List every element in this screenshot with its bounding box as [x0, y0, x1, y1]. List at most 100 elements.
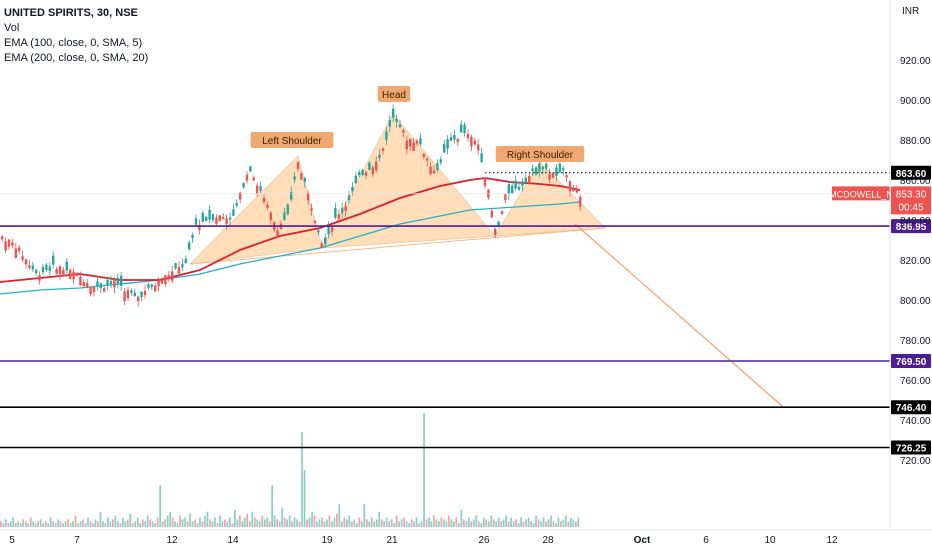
volume-bar [49, 517, 52, 527]
volume-bar [420, 521, 423, 527]
volume-bar [119, 523, 122, 527]
volume-bar [99, 511, 102, 527]
volume-bar [321, 517, 323, 527]
candle-body [412, 142, 415, 152]
candle-body [157, 280, 160, 287]
target-projection-line [574, 223, 783, 407]
volume-bar [102, 521, 104, 527]
candle-body [154, 285, 157, 292]
symbol-title[interactable]: UNITED SPIRITS, 30, NSE [4, 7, 138, 19]
pattern-triangle [188, 155, 323, 265]
candle-body [334, 207, 337, 218]
pattern-label: Left Shoulder [262, 136, 322, 147]
legend-volume[interactable]: Vol [4, 22, 20, 34]
candle-body [177, 266, 181, 274]
volume-bar [12, 517, 15, 527]
candle-body [89, 287, 92, 295]
volume-bar [22, 519, 25, 527]
volume-bar [380, 519, 383, 527]
candle-body [500, 210, 504, 215]
volume-bar [19, 523, 22, 527]
volume-bar [258, 521, 261, 527]
candle-body [147, 284, 150, 288]
volume-bar [555, 523, 557, 527]
volume-bar [194, 519, 196, 527]
horizontal-levels[interactable]: 863.60 836.95 769.50 746.40 726.25 MCDOWELL_N… [0, 165, 931, 455]
volume-bar [520, 517, 522, 527]
candle-body [31, 265, 34, 270]
candle-body [354, 175, 357, 184]
volume-bar [62, 523, 64, 527]
volume-bar [423, 413, 425, 527]
candle-body [548, 174, 551, 180]
currency-label: INR [902, 6, 920, 17]
volume-bar [562, 519, 565, 527]
candle-body [167, 275, 170, 280]
candle-body [470, 136, 473, 147]
candle-body [120, 275, 123, 286]
pattern-label-box [495, 146, 585, 162]
candle-body [361, 170, 364, 176]
volume-bar [346, 519, 348, 527]
candle-body [483, 177, 487, 186]
volume-bar [567, 521, 570, 527]
price-tag-value: 853.30 [896, 189, 927, 200]
x-tick-label: 26 [478, 535, 490, 546]
volume-bar [42, 523, 44, 527]
volume-bar [164, 519, 166, 527]
volume-bar [169, 511, 171, 527]
y-tick-label: 900.00 [900, 96, 931, 107]
volume-bar [497, 517, 500, 527]
volume-bar [7, 523, 10, 527]
candle-body [109, 281, 113, 285]
volume-bar [171, 517, 174, 527]
candle-body [371, 167, 374, 175]
volume-bar [248, 521, 251, 527]
candle-body [405, 140, 408, 150]
candle-body [330, 227, 334, 232]
legend-ema100[interactable]: EMA (100, close, 0, SMA, 5) [4, 37, 143, 49]
volume-bar [216, 523, 219, 527]
candle-body [555, 167, 558, 177]
volume-bar [52, 521, 54, 527]
volume-bar [510, 517, 512, 527]
volume-bar [156, 517, 159, 527]
volume-bar [241, 521, 244, 527]
legend-ema200[interactable]: EMA (200, close, 0, SMA, 20) [4, 52, 149, 64]
volume-bar [278, 521, 281, 527]
candle-body [116, 277, 119, 284]
volume-bar [353, 519, 356, 527]
candle-body [150, 284, 153, 288]
x-tick-label: 10 [764, 535, 776, 546]
candle-body [378, 154, 381, 158]
volume-bar [500, 521, 502, 527]
volume-bar [124, 521, 127, 527]
candle-body [568, 181, 572, 192]
volume-bar [306, 519, 308, 527]
candle-body [429, 166, 432, 175]
candle-body [198, 224, 201, 230]
candle-body [351, 186, 354, 192]
candle-body [123, 291, 126, 302]
volume-bar [127, 519, 129, 527]
volume-bar [487, 521, 490, 527]
volume-bar [186, 521, 189, 527]
volume-bar [59, 521, 62, 527]
volume-bar [136, 517, 139, 527]
volume-bar [440, 517, 443, 527]
volume-bar [154, 523, 156, 527]
candle-body [11, 242, 14, 246]
candle-body [307, 193, 310, 201]
volume-bar [540, 521, 542, 527]
candle-body [341, 208, 344, 213]
candle-body [541, 166, 544, 170]
volume-bar [507, 521, 510, 527]
volume-bar [291, 521, 293, 527]
candle-body [75, 272, 79, 276]
volume-bar [445, 521, 448, 527]
x-tick-label: 5 [9, 535, 15, 546]
volume-bar [77, 523, 79, 527]
candle-body [300, 173, 303, 180]
